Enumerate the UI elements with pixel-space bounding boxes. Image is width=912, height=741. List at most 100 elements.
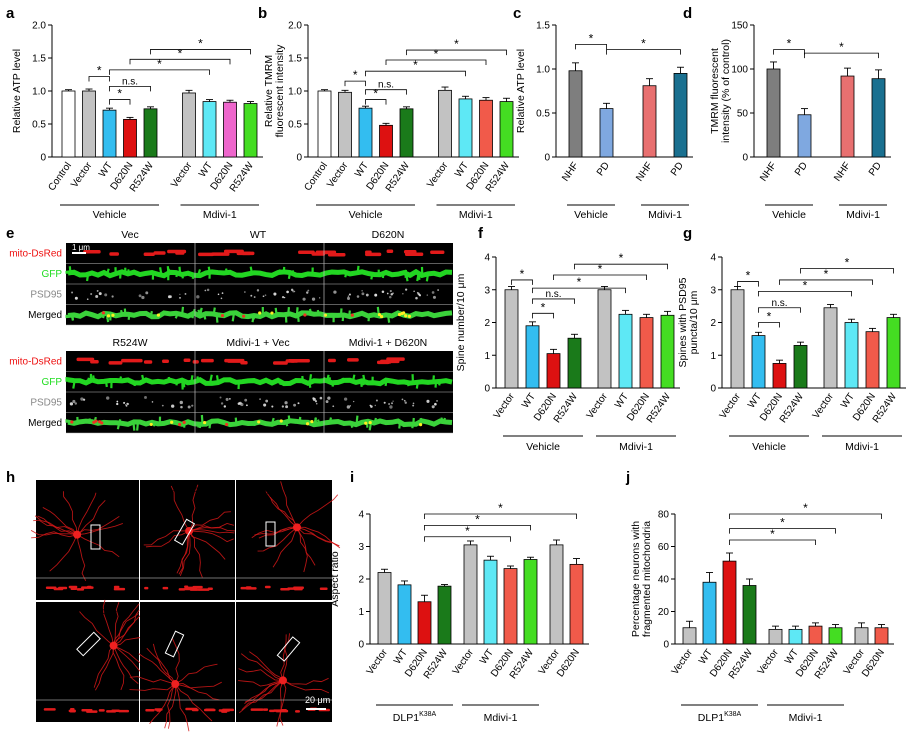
dendritic-spine (287, 307, 291, 315)
bar-j-1 (702, 581, 717, 645)
psd95-punctum (413, 290, 415, 293)
dendritic-spine (68, 266, 72, 274)
psd95-punctum (311, 297, 316, 301)
y-tick-label-g: 4 (710, 253, 716, 264)
neurite (188, 530, 203, 578)
neuron-soma (171, 680, 180, 689)
x-tick-label-b-0: Control (302, 160, 330, 193)
mito-segment (175, 251, 185, 255)
psd95-punctum (144, 396, 147, 399)
dendritic-spine (295, 307, 299, 315)
significance-label-i-1: * (475, 512, 480, 526)
neurite (238, 668, 283, 681)
bar-b-1 (338, 91, 352, 158)
neuron-tile-label: D620N + DLP1K38A (244, 485, 325, 497)
panel-letter-i: i (350, 469, 354, 486)
x-tick-label-j-5: WT (783, 647, 801, 666)
neurite (176, 530, 190, 574)
dendritic-spine (351, 374, 356, 382)
dendritic-spine (301, 375, 304, 382)
psd95-punctum (356, 295, 360, 298)
psd95-punctum (244, 291, 246, 293)
colocalization-dot (258, 311, 262, 315)
x-tick-label-b-6: WT (453, 160, 471, 179)
row-label: Merged (28, 418, 62, 429)
x-tick-label-i-5: WT (478, 647, 496, 666)
psd95-punctum (191, 404, 194, 407)
dendritic-spine (405, 273, 409, 282)
neurite (76, 515, 120, 535)
bar-c-2 (642, 85, 657, 158)
bar-d-3 (871, 78, 886, 158)
psd95-punctum (402, 293, 404, 295)
y-tick-label-j: 20 (658, 607, 670, 618)
significance-bracket-f-0 (511, 279, 533, 285)
psd95-punctum (312, 397, 316, 401)
significance-bracket-j-1 (729, 528, 836, 534)
neurite (188, 511, 231, 532)
y-tick-label-a: 2.0 (32, 21, 46, 32)
significance-label-a-2: * (117, 87, 122, 101)
group-label-d-0: Vehicle (772, 209, 806, 221)
psd95-punctum (219, 396, 222, 399)
row-label: mito-DsRed (9, 249, 62, 260)
column-label-vec: Vec (121, 229, 139, 241)
dendritic-spine (355, 415, 359, 423)
psd95-punctum (220, 402, 224, 405)
significance-bracket-g-5 (800, 268, 894, 274)
dendritic-spine (308, 381, 312, 388)
group-label-d-1: Mdivi-1 (846, 209, 880, 221)
mito-segment (83, 249, 101, 254)
neurite (178, 530, 190, 575)
scale-bar-20um-label: 20 μm (305, 695, 330, 705)
neurite (146, 647, 176, 685)
dendritic-spine (398, 422, 401, 429)
inset-mito (45, 586, 57, 590)
dendritic-spine (174, 314, 179, 319)
psd95-punctum (281, 296, 285, 299)
psd95-punctum (390, 293, 393, 296)
psd95-punctum (244, 398, 248, 402)
bar-i-0 (377, 572, 392, 645)
dendritic-spine (415, 381, 419, 389)
y-tick-label-a: 1.0 (32, 87, 46, 98)
bar-a-7 (223, 101, 237, 158)
tile-label-main: D620N + DLP1 (244, 486, 308, 497)
tile-label-sup: K38A (308, 485, 325, 492)
neuron-soma (109, 641, 118, 650)
mito-segment (143, 252, 155, 256)
mito-segment (288, 358, 310, 363)
inset-mito (207, 587, 213, 590)
panel-letter-g: g (683, 225, 692, 242)
dendritic-spine (359, 381, 363, 388)
y-tick-label-j: 0 (663, 640, 669, 651)
psd95-punctum (141, 295, 145, 300)
colocalization-dot (350, 313, 354, 317)
bar-b-4 (399, 108, 414, 158)
x-tick-label-g-5: WT (839, 391, 857, 410)
dendritic-spine (356, 265, 360, 274)
psd95-punctum (327, 396, 331, 400)
neurite (76, 534, 120, 558)
bar-g-2 (772, 363, 787, 389)
colocalization-dot (303, 313, 307, 317)
bar-j-7 (828, 627, 843, 645)
psd95-punctum (265, 399, 269, 403)
significance-label-d-1: * (839, 40, 844, 54)
psd95-punctum (348, 293, 351, 296)
neurite (174, 683, 190, 732)
dendritic-spine (341, 314, 345, 322)
psd95-punctum (404, 401, 407, 404)
psd95-punctum (273, 292, 277, 296)
bar-j-9 (874, 627, 889, 645)
psd95-punctum (333, 290, 337, 294)
neurite (257, 526, 298, 552)
tile-label-main: R524W + DLP1 (46, 608, 112, 619)
dendritic-spine (308, 308, 313, 316)
psd95-punctum (405, 288, 408, 291)
psd95-punctum (262, 295, 264, 297)
psd95-punctum (388, 403, 391, 406)
dendrite-shaft (65, 376, 453, 387)
x-tick-label-f-5: WT (613, 391, 631, 410)
